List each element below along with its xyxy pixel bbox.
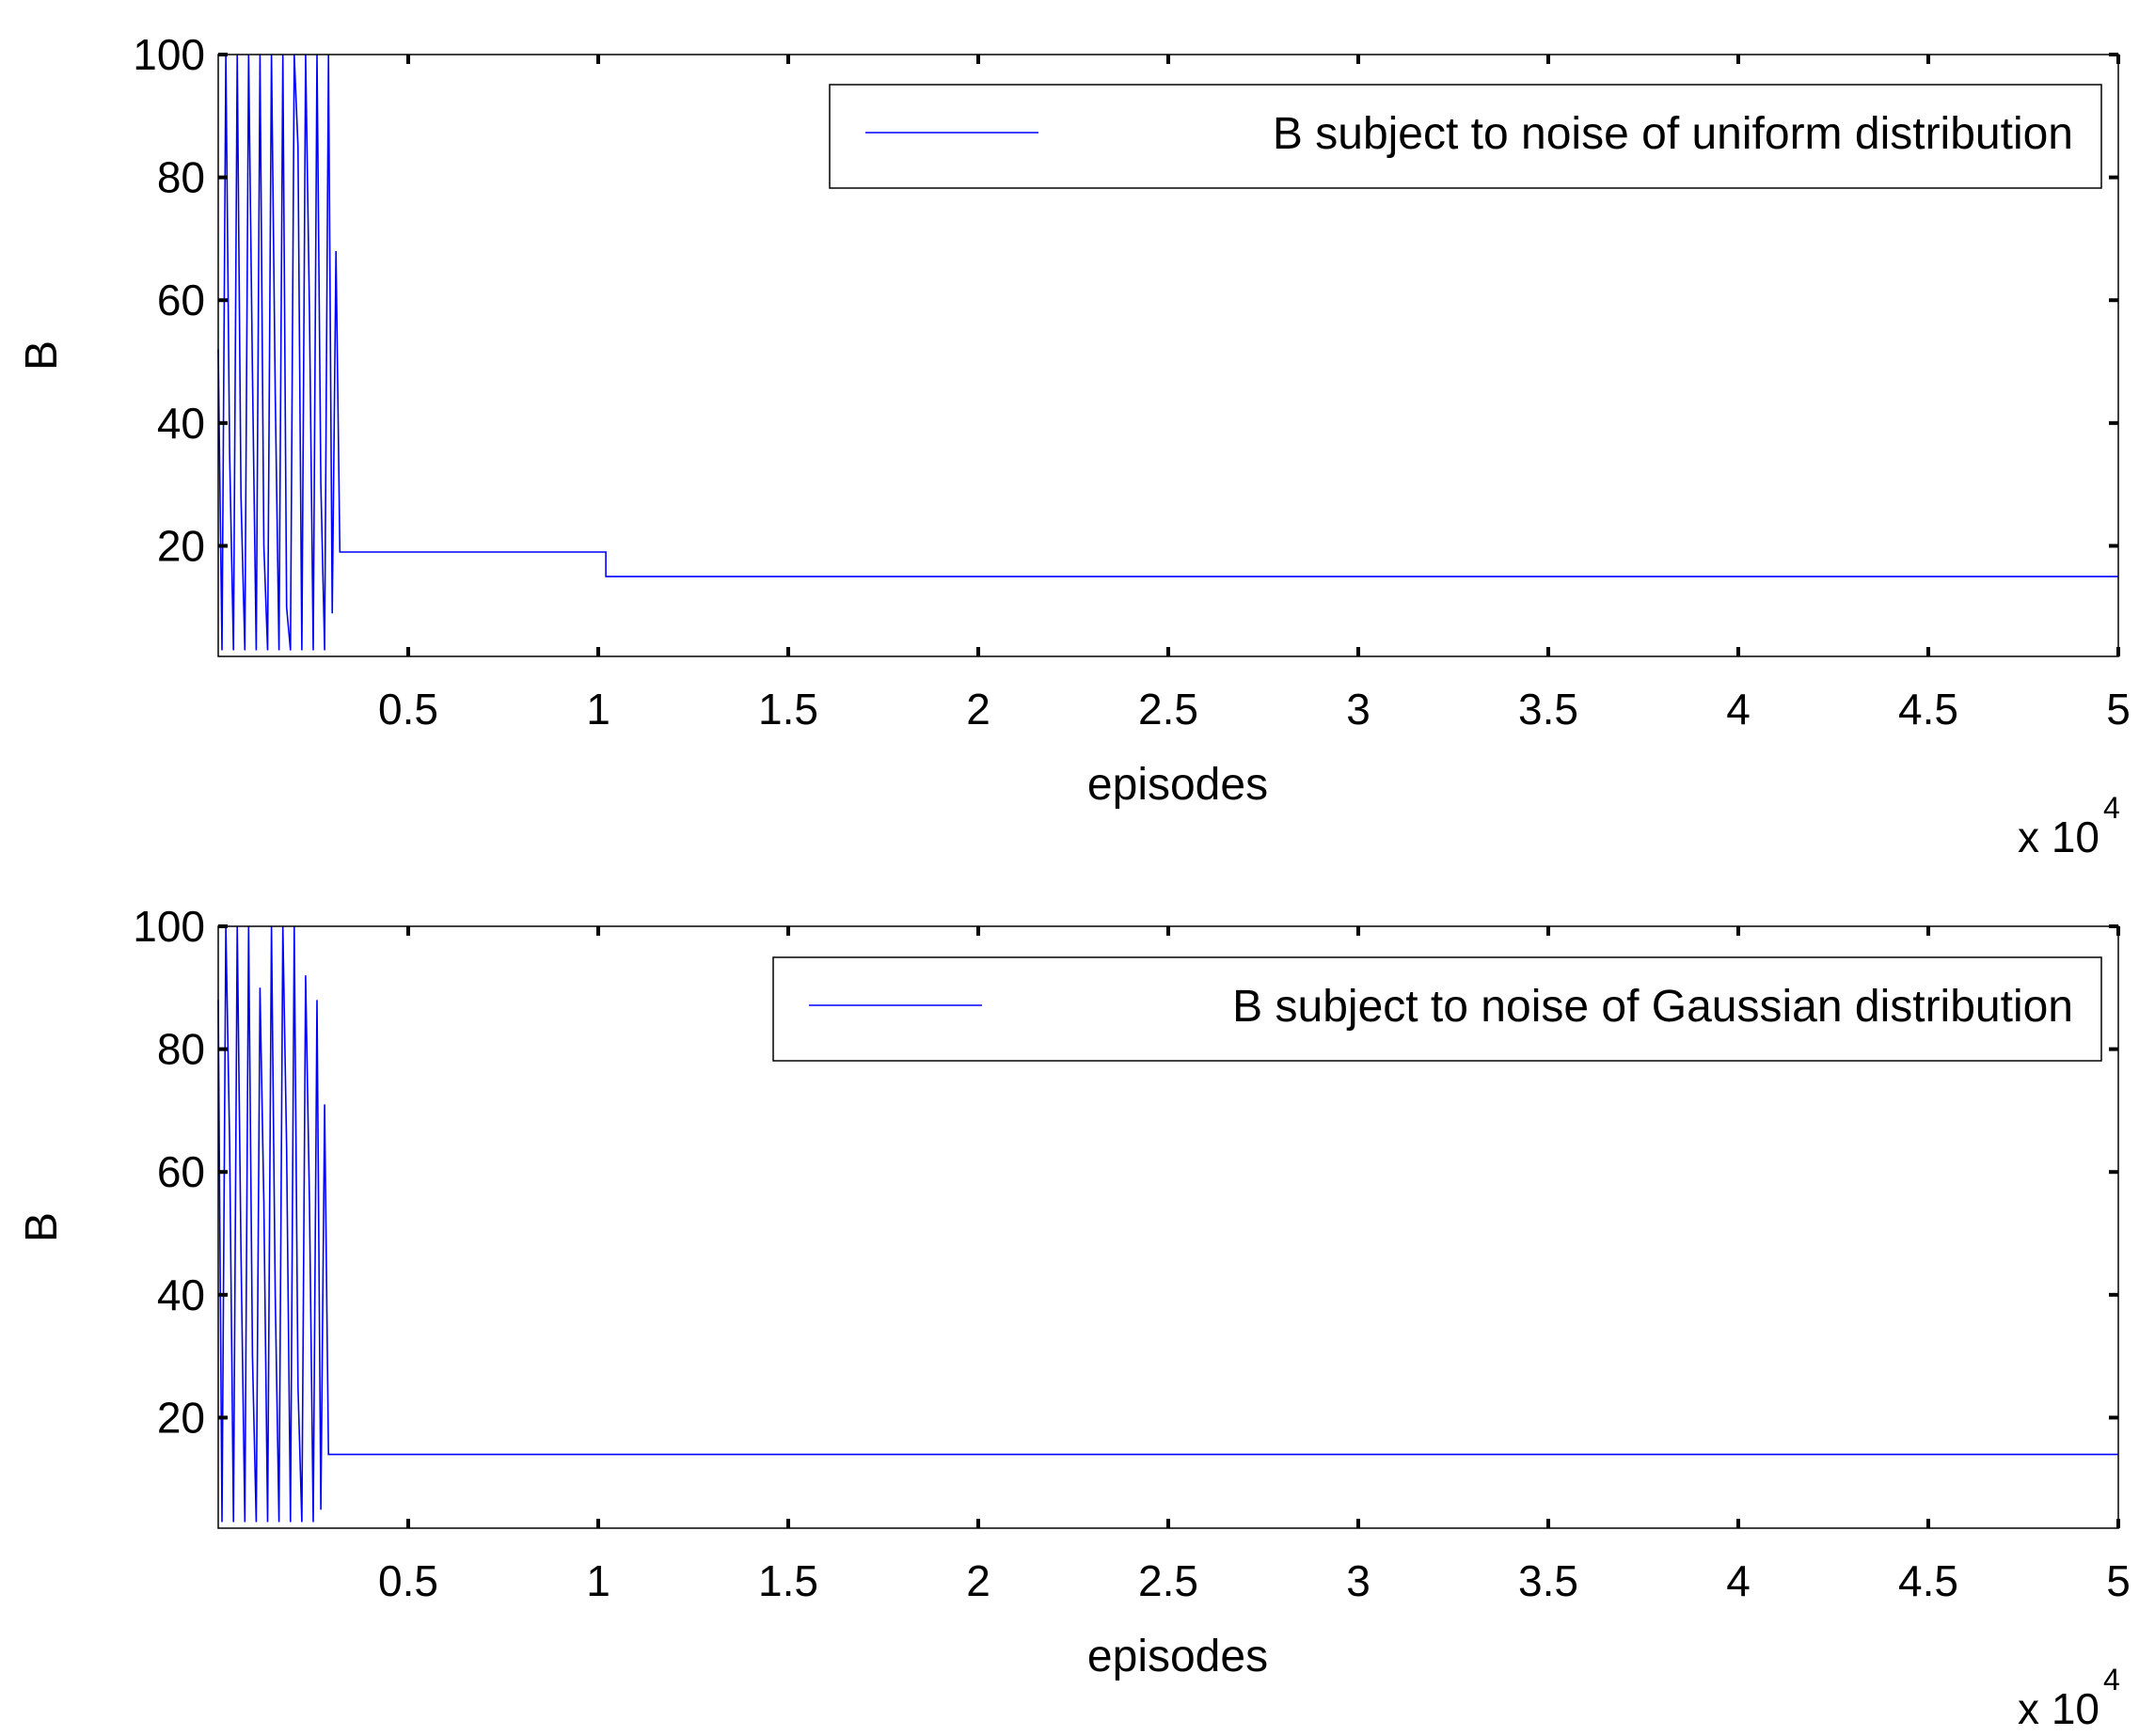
legend-entry: B subject to noise of uniform distributi… (1273, 109, 2073, 159)
x-tick-label: 3.5 (1518, 1556, 1578, 1605)
series-line-0 (217, 925, 2118, 1523)
x-tick-label: 1 (586, 685, 610, 734)
y-axis-label: B (17, 340, 67, 371)
y-tick-label: 20 (157, 521, 205, 570)
x-axis-label: episodes (1087, 1632, 1268, 1681)
legend-box (772, 956, 2102, 1062)
x-tick-label: 2 (966, 685, 990, 734)
x-tick-label: 3.5 (1518, 685, 1578, 734)
x-tick-label: 1.5 (758, 1556, 818, 1605)
y-tick-label: 100 (133, 30, 205, 79)
y-tick-label: 40 (157, 399, 205, 448)
legend-box (829, 84, 2102, 189)
y-tick-label: 80 (157, 1025, 205, 1074)
x-tick-label: 5 (2106, 1556, 2131, 1605)
x-axis-label: episodes (1087, 760, 1268, 810)
x-tick-label: 3 (1346, 1556, 1371, 1605)
x-tick-label: 2 (966, 1556, 990, 1605)
x-tick-label: 5 (2106, 685, 2131, 734)
x-tick-label: 4 (1726, 685, 1751, 734)
y-tick-label: 100 (133, 902, 205, 951)
x-tick-label: 4 (1726, 1556, 1751, 1605)
x-tick-label: 2.5 (1138, 1556, 1198, 1605)
x-tick-label: 0.5 (378, 685, 438, 734)
x-tick-label: 1.5 (758, 685, 818, 734)
y-tick-label: 20 (157, 1393, 205, 1442)
series-line-0 (217, 54, 2118, 651)
x-axis-multiplier-exponent: 4 (2103, 791, 2120, 825)
y-tick-label: 40 (157, 1270, 205, 1319)
y-tick-label: 60 (157, 1147, 205, 1196)
top-plot: 0.5 1 1.5 2 2.5 3 3.5 4 4.5 5 20 40 60 80 100 episodes… (17, 30, 2131, 861)
x-axis-multiplier-exponent: 4 (2103, 1663, 2120, 1697)
x-tick-label: 3 (1346, 685, 1371, 734)
bottom-plot: 0.5 1 1.5 2 2.5 3 3.5 4 4.5 5 20 40 60 80 100 episodes… (17, 902, 2131, 1733)
x-axis-multiplier: x 10 4 (2018, 791, 2120, 861)
x-axis-multiplier-base: x 10 (2018, 813, 2100, 861)
x-axis-multiplier-base: x 10 (2018, 1684, 2100, 1733)
y-tick-label: 80 (157, 153, 205, 202)
x-tick-label: 4.5 (1898, 1556, 1958, 1605)
x-tick-label: 2.5 (1138, 685, 1198, 734)
y-axis-label: B (17, 1212, 67, 1242)
x-axis-multiplier: x 10 4 (2018, 1663, 2120, 1733)
y-tick-label: 60 (157, 276, 205, 324)
legend: B subject to noise of Gaussian distribut… (772, 956, 2102, 1062)
legend: B subject to noise of uniform distributi… (829, 84, 2102, 189)
x-tick-label: 1 (586, 1556, 610, 1605)
x-tick-label: 0.5 (378, 1556, 438, 1605)
x-tick-label: 4.5 (1898, 685, 1958, 734)
legend-entry: B subject to noise of Gaussian distribut… (1232, 982, 2073, 1032)
